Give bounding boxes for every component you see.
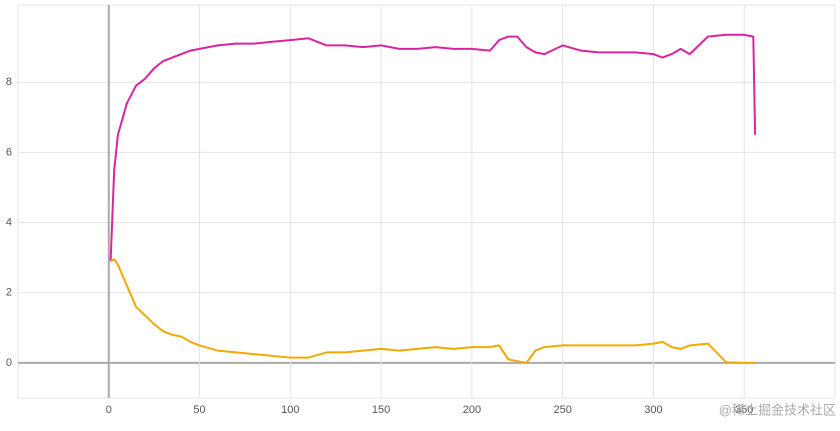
watermark: @稀土掘金技术社区 xyxy=(719,402,836,417)
x-tick-label: 150 xyxy=(372,404,390,416)
plot-frame xyxy=(17,4,836,399)
x-tick-label: 0 xyxy=(106,404,112,416)
x-tick-label: 300 xyxy=(644,404,662,416)
x-tick-label: 50 xyxy=(193,404,205,416)
y-tick-label: 0 xyxy=(6,357,12,369)
x-tick-label: 250 xyxy=(553,404,571,416)
y-tick-label: 6 xyxy=(6,146,12,158)
series-line xyxy=(109,33,757,262)
x-tick-label: 200 xyxy=(463,404,481,416)
y-tick-label: 8 xyxy=(6,76,12,88)
y-tick-label: 2 xyxy=(6,287,12,299)
y-tick-label: 4 xyxy=(6,216,12,228)
x-tick-label: 100 xyxy=(281,404,299,416)
series-line xyxy=(110,258,756,364)
x-tick-label: 350 xyxy=(735,404,753,416)
